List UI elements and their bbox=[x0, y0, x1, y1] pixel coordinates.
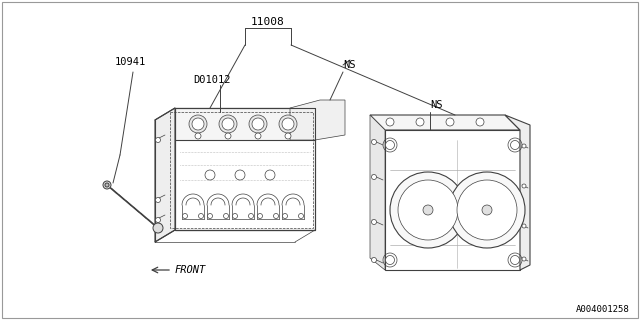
Polygon shape bbox=[385, 130, 520, 270]
Polygon shape bbox=[370, 115, 385, 270]
Text: NS: NS bbox=[430, 100, 442, 110]
Circle shape bbox=[522, 257, 526, 261]
Circle shape bbox=[182, 213, 188, 219]
Circle shape bbox=[223, 213, 228, 219]
Circle shape bbox=[195, 133, 201, 139]
Text: A004001258: A004001258 bbox=[576, 305, 630, 314]
Circle shape bbox=[298, 213, 303, 219]
Circle shape bbox=[398, 180, 458, 240]
Circle shape bbox=[225, 133, 231, 139]
Polygon shape bbox=[290, 100, 345, 140]
Circle shape bbox=[205, 170, 215, 180]
Circle shape bbox=[371, 220, 376, 225]
Text: 11008: 11008 bbox=[251, 17, 285, 27]
Circle shape bbox=[385, 140, 394, 149]
Circle shape bbox=[522, 224, 526, 228]
Text: FRONT: FRONT bbox=[175, 265, 206, 275]
Circle shape bbox=[285, 133, 291, 139]
Circle shape bbox=[386, 118, 394, 126]
Circle shape bbox=[249, 115, 267, 133]
Circle shape bbox=[446, 118, 454, 126]
Circle shape bbox=[252, 118, 264, 130]
Circle shape bbox=[235, 170, 245, 180]
Circle shape bbox=[189, 115, 207, 133]
Circle shape bbox=[156, 197, 161, 203]
Circle shape bbox=[273, 213, 278, 219]
Circle shape bbox=[192, 118, 204, 130]
Text: D01012: D01012 bbox=[193, 75, 230, 85]
Circle shape bbox=[476, 118, 484, 126]
Polygon shape bbox=[175, 108, 315, 230]
Circle shape bbox=[232, 213, 237, 219]
Circle shape bbox=[457, 180, 517, 240]
Circle shape bbox=[222, 118, 234, 130]
Circle shape bbox=[282, 213, 287, 219]
Circle shape bbox=[511, 255, 520, 265]
Circle shape bbox=[255, 133, 261, 139]
Circle shape bbox=[423, 205, 433, 215]
Circle shape bbox=[522, 144, 526, 148]
Circle shape bbox=[248, 213, 253, 219]
Circle shape bbox=[198, 213, 204, 219]
Circle shape bbox=[371, 174, 376, 180]
Circle shape bbox=[105, 183, 109, 187]
Circle shape bbox=[207, 213, 212, 219]
Circle shape bbox=[511, 140, 520, 149]
Circle shape bbox=[416, 118, 424, 126]
Circle shape bbox=[371, 258, 376, 262]
Circle shape bbox=[449, 172, 525, 248]
Circle shape bbox=[219, 115, 237, 133]
Polygon shape bbox=[155, 108, 175, 242]
Circle shape bbox=[257, 213, 262, 219]
Circle shape bbox=[156, 218, 161, 222]
Circle shape bbox=[522, 184, 526, 188]
Circle shape bbox=[153, 223, 163, 233]
Circle shape bbox=[282, 118, 294, 130]
Circle shape bbox=[103, 181, 111, 189]
Text: 10941: 10941 bbox=[115, 57, 147, 67]
Circle shape bbox=[385, 255, 394, 265]
Polygon shape bbox=[505, 115, 530, 270]
Circle shape bbox=[390, 172, 466, 248]
Polygon shape bbox=[175, 108, 315, 140]
Polygon shape bbox=[370, 115, 520, 130]
Circle shape bbox=[265, 170, 275, 180]
Text: NS: NS bbox=[343, 60, 355, 70]
Circle shape bbox=[156, 138, 161, 142]
Circle shape bbox=[482, 205, 492, 215]
Circle shape bbox=[371, 140, 376, 145]
Circle shape bbox=[279, 115, 297, 133]
